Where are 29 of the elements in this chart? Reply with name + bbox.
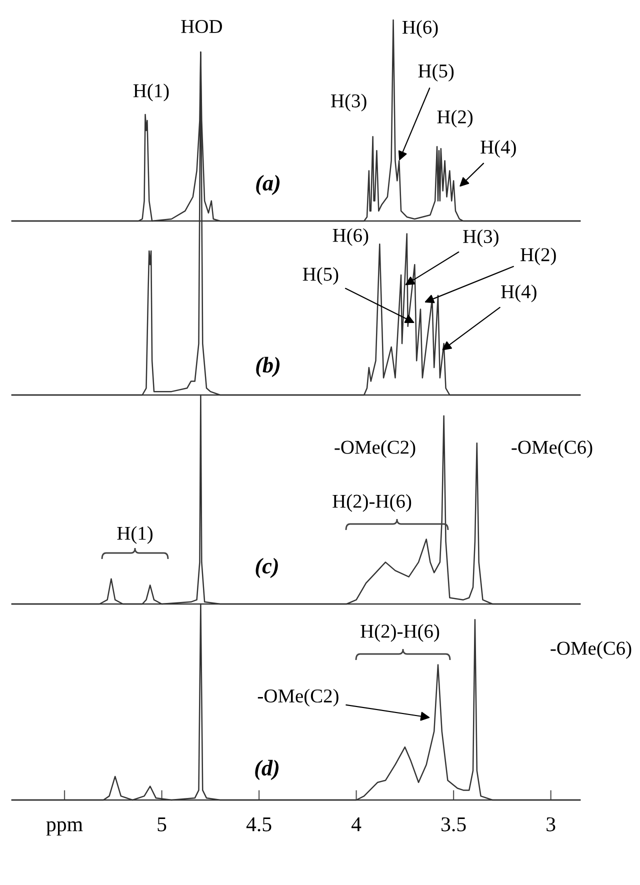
x-tick-label: ppm xyxy=(46,821,83,836)
annotation: H(4) xyxy=(480,140,516,158)
annotation: (c) xyxy=(256,558,278,578)
x-tick-label: 4 xyxy=(352,817,362,832)
annotation: H(3) xyxy=(331,94,366,112)
annotation: -OMe(C2) xyxy=(258,688,338,706)
annotation: H(2) xyxy=(520,248,556,266)
annotation: H(5) xyxy=(418,64,454,82)
annotation: (b) xyxy=(256,356,280,378)
annotation: H(2)-H(6) xyxy=(332,494,412,512)
annotation: H(4) xyxy=(501,284,536,302)
annotation: H(6) xyxy=(402,20,438,38)
annotation: H(6) xyxy=(332,228,368,246)
annotation: (a) xyxy=(256,174,280,196)
annotation: H(1) xyxy=(117,526,153,544)
annotation: -OMe(C2) xyxy=(334,440,416,458)
x-tick-label: 4.5 xyxy=(246,817,272,832)
annotation: H(5) xyxy=(302,267,338,285)
x-tick-label: 3.5 xyxy=(442,817,466,832)
annotation: -OMe(C6) xyxy=(512,440,592,458)
annotation: HOD xyxy=(181,20,222,34)
annotation: H(2)-H(6) xyxy=(360,624,440,642)
annotation: H(1) xyxy=(133,84,169,102)
annotation: H(2) xyxy=(437,110,473,128)
annotation: -OMe(C6) xyxy=(550,641,632,659)
x-tick-label: 5 xyxy=(158,817,166,832)
annotation: (d) xyxy=(255,760,279,780)
annotation: H(3) xyxy=(463,229,498,248)
x-tick-label: 3 xyxy=(546,817,556,832)
